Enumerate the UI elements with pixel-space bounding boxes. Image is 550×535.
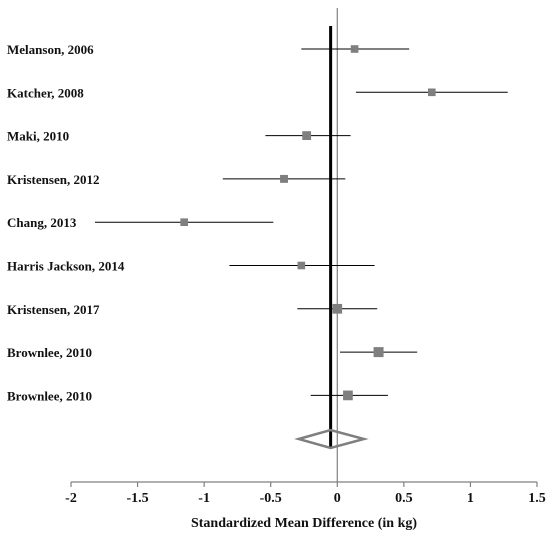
study-marker bbox=[350, 45, 359, 53]
study-label: Kristensen, 2012 bbox=[7, 172, 99, 187]
study-marker bbox=[428, 88, 436, 97]
study-marker bbox=[302, 131, 312, 140]
study-label: Kristensen, 2017 bbox=[7, 302, 100, 317]
pooled-diamond bbox=[294, 428, 369, 450]
x-tick-label: 0.5 bbox=[395, 491, 413, 506]
study-label: Katcher, 2008 bbox=[7, 85, 84, 100]
study-marker bbox=[373, 347, 384, 358]
reference-lines bbox=[329, 8, 338, 482]
study-markers bbox=[180, 45, 436, 401]
study-marker bbox=[343, 390, 353, 401]
study-label: Brownlee, 2010 bbox=[7, 345, 92, 360]
x-tick-label: -1 bbox=[198, 491, 210, 506]
x-tick-label: -0.5 bbox=[260, 491, 282, 506]
confidence-intervals bbox=[94, 48, 508, 396]
x-tick-label: 1 bbox=[467, 491, 474, 506]
x-axis-title: Standardized Mean Difference (in kg) bbox=[191, 516, 417, 531]
x-tick-label: -2 bbox=[65, 491, 77, 506]
study-marker bbox=[332, 303, 343, 314]
x-axis: -2 -1.5 -1 -0.5 0 0.5 1 1.5 bbox=[65, 481, 546, 506]
study-label: Brownlee, 2010 bbox=[7, 388, 92, 403]
study-label: Harris Jackson, 2014 bbox=[7, 259, 125, 274]
study-label: Chang, 2013 bbox=[7, 215, 77, 230]
study-label: Melanson, 2006 bbox=[7, 42, 94, 57]
study-marker bbox=[180, 218, 188, 226]
pooled-estimate bbox=[294, 428, 369, 450]
x-tick-label: 0 bbox=[334, 491, 341, 506]
study-labels: Melanson, 2006 Katcher, 2008 Maki, 2010 Kri… bbox=[7, 42, 125, 403]
study-marker bbox=[280, 174, 288, 183]
study-label: Maki, 2010 bbox=[7, 129, 69, 144]
x-tick-label: -1.5 bbox=[126, 491, 148, 506]
study-marker bbox=[297, 261, 306, 270]
x-tick-label: 1.5 bbox=[528, 491, 546, 506]
